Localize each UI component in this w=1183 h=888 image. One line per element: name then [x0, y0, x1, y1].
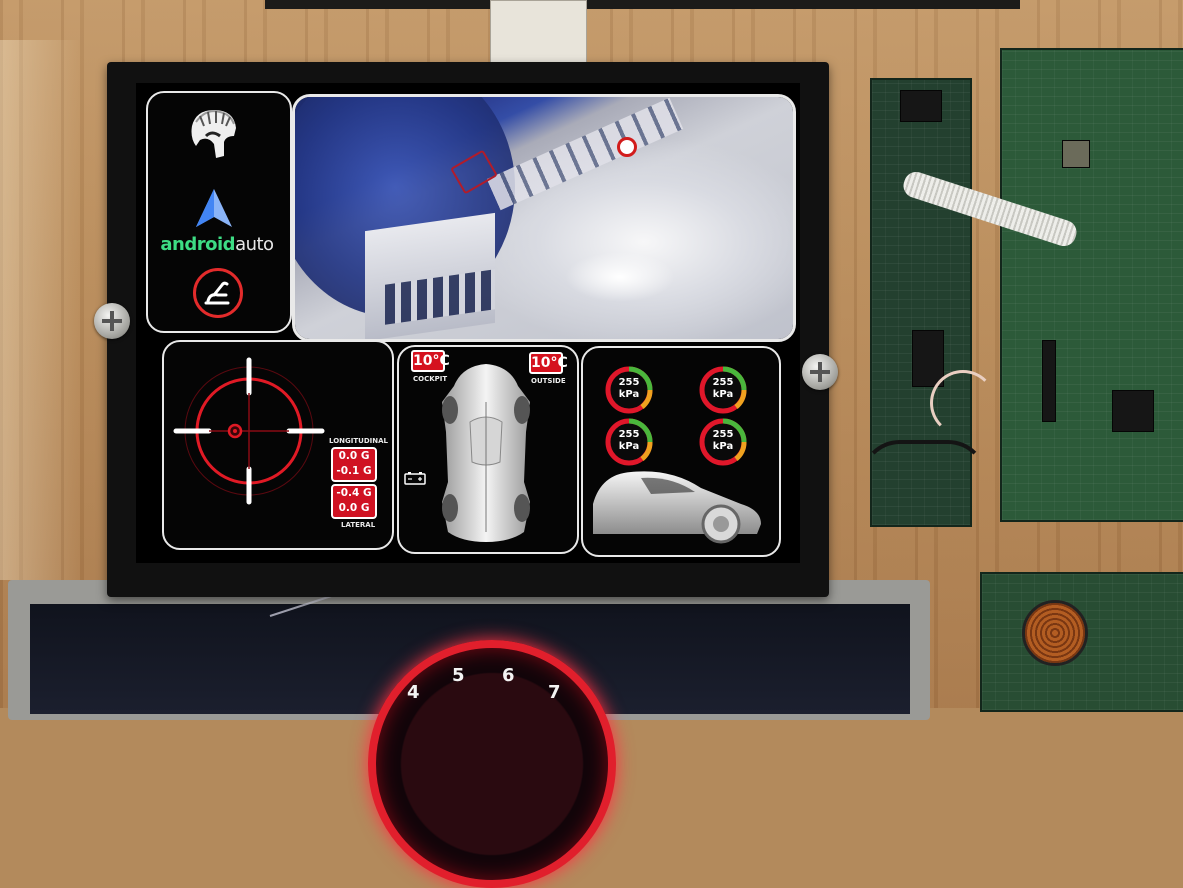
- car-side-view-icon: [593, 471, 761, 544]
- android-auto-brand-android: android: [160, 234, 236, 255]
- tire-value-rear-right: 255: [712, 429, 734, 440]
- cockpit-temp-badge: 10°C: [411, 350, 450, 372]
- circuit-board-left: [870, 78, 972, 527]
- lateral-value-1: -0.4 G: [336, 487, 372, 499]
- tire-unit-rear-left: kPa: [618, 441, 640, 452]
- tire-value-rear-left: 255: [618, 429, 640, 440]
- camera-panel[interactable]: [292, 94, 796, 342]
- circuit-board-right: [1000, 48, 1183, 522]
- battery-icon: [404, 472, 426, 485]
- outside-label: OUTSIDE: [531, 377, 566, 385]
- lateral-label: LATERAL: [341, 521, 376, 529]
- android-auto-arrow-icon[interactable]: [194, 187, 234, 231]
- camera-speed-sign: [617, 137, 637, 157]
- tire-unit-rear-right: kPa: [712, 441, 734, 452]
- longitudinal-label: LONGITUDINAL: [329, 437, 388, 445]
- gauge-number-6: 6: [502, 665, 515, 686]
- g-force-reticle: [173, 357, 325, 505]
- outside-temp-badge: 10°C: [529, 352, 568, 374]
- tire-value-front-right: 255: [712, 377, 734, 388]
- tire-unit-front-left: kPa: [618, 389, 640, 400]
- tire-value-front-left: 255: [618, 377, 640, 388]
- lateral-readout: -0.4 G 0.0 G: [331, 484, 377, 519]
- cockpit-label: COCKPIT: [413, 375, 448, 383]
- wire-bundle: [860, 440, 988, 568]
- light-glow: [0, 40, 80, 580]
- longitudinal-readout: 0.0 G -0.1 G: [331, 447, 377, 482]
- ribbon-cable-label: [490, 0, 587, 64]
- thin-wire: [930, 370, 996, 436]
- gauge-number-7: 7: [548, 682, 561, 703]
- spartan-helmet-icon[interactable]: [186, 106, 240, 162]
- gauge-number-5: 5: [452, 665, 465, 686]
- lateral-value-2: 0.0 G: [338, 502, 370, 514]
- seat-settings-button[interactable]: [193, 268, 243, 318]
- longitudinal-value-2: -0.1 G: [336, 465, 372, 477]
- longitudinal-value-1: 0.0 G: [338, 450, 370, 462]
- rpm-gauge: [368, 640, 616, 888]
- tire-gauge-rear-left: [605, 418, 653, 466]
- tire-unit-front-right: kPa: [712, 389, 734, 400]
- tire-gauge-rear-right: [699, 418, 747, 466]
- android-auto-label[interactable]: androidauto: [150, 234, 284, 255]
- android-auto-brand-auto: auto: [235, 234, 274, 255]
- seat-recline-icon: [204, 281, 230, 305]
- tire-gauge-front-left: [605, 366, 653, 414]
- camera-glare: [565, 252, 675, 302]
- gauge-number-4: 4: [407, 682, 420, 703]
- upper-device-edge: [265, 0, 1020, 9]
- screw-right: [802, 354, 838, 390]
- power-board: [980, 572, 1183, 712]
- car-top-view-icon: [442, 364, 530, 542]
- tire-gauge-front-right: [699, 366, 747, 414]
- inductor-coil: [1022, 600, 1088, 666]
- screw-left: [94, 303, 130, 339]
